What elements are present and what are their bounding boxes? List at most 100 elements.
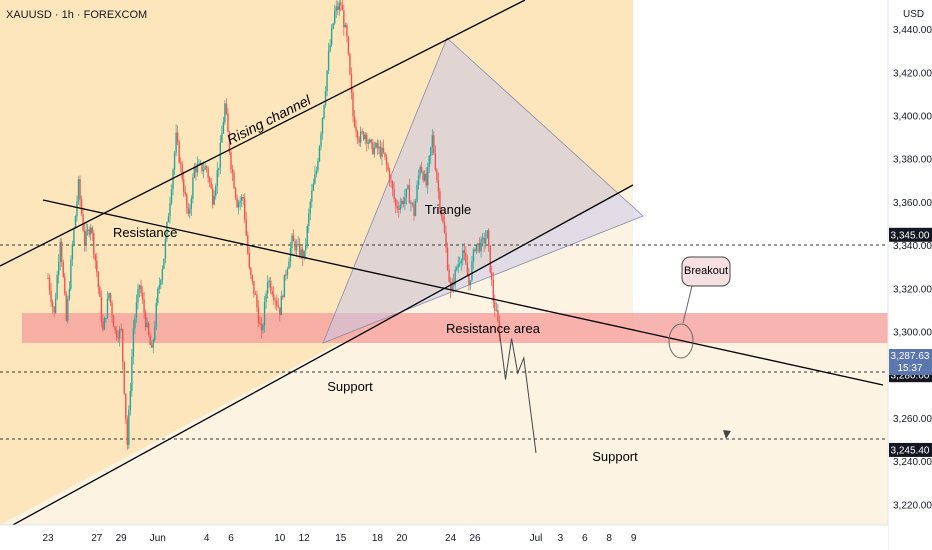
candle-body (445, 232, 447, 248)
candle-body (219, 142, 222, 168)
current-price-badge (889, 349, 932, 375)
candle-body (486, 230, 488, 239)
candle-body (271, 290, 273, 295)
candle-body (184, 191, 186, 195)
candle-body (268, 280, 270, 283)
candle-body (488, 230, 490, 246)
candle-body (459, 263, 461, 265)
candle-body (86, 229, 89, 231)
candle-body (102, 321, 104, 330)
candle-body (308, 213, 310, 227)
candle-body (172, 169, 174, 190)
candle-body (430, 147, 432, 156)
candle-body (335, 6, 337, 11)
candle-body (230, 152, 232, 170)
candle-body (492, 279, 494, 302)
candle-body (103, 317, 106, 330)
candle-body (94, 254, 96, 261)
price-level-badges: 3,345.00 3,280.00 3,245.40 (889, 227, 932, 457)
candle-body (83, 230, 86, 245)
candle-body (477, 243, 479, 246)
time-tick-label: 10 (274, 533, 286, 544)
candle-body (236, 197, 238, 208)
candle-body (283, 274, 286, 298)
candle-body (105, 317, 107, 319)
candle-body (234, 188, 237, 198)
candle-body (179, 162, 182, 164)
candle-body (274, 299, 276, 301)
candle-body (144, 312, 147, 328)
time-tick-label: 27 (91, 533, 103, 544)
candle-body (77, 179, 80, 202)
candle-body (218, 167, 220, 170)
candle-body (181, 163, 183, 180)
candle-body (472, 249, 475, 262)
candle-body (251, 275, 254, 282)
candle-body (143, 299, 145, 313)
triangle-label: Triangle (425, 202, 471, 217)
candle-body (404, 197, 406, 204)
candle-body (369, 139, 371, 143)
breakout-circle (668, 323, 694, 359)
candle-body (382, 147, 385, 153)
candle-body (256, 294, 258, 308)
candle-body (61, 241, 63, 263)
candle-body (327, 51, 330, 71)
candle-body (311, 191, 313, 202)
candle-body (446, 247, 449, 271)
candle-body (471, 261, 473, 281)
level-badge (889, 442, 932, 457)
candle-body (260, 323, 263, 331)
candle-body (187, 207, 189, 214)
candle-body (190, 198, 193, 209)
candle-body (213, 195, 215, 205)
candle-body (118, 328, 121, 339)
candle-body (356, 131, 359, 139)
candle-body (434, 153, 437, 170)
candle-body (481, 237, 484, 240)
candle-body (106, 298, 109, 318)
candle-body (497, 310, 499, 321)
time-tick-label: Jul (530, 533, 543, 544)
candle-body (414, 200, 417, 216)
time-tick-label: 12 (299, 533, 311, 544)
projection-arrowhead (723, 430, 731, 439)
candle-body (439, 191, 441, 209)
candle-body (489, 245, 491, 273)
candlestick-series (47, 0, 501, 450)
candle-body (154, 326, 156, 340)
candle-body (178, 141, 180, 163)
price-axis-panel[interactable] (888, 0, 932, 550)
candle-body (381, 147, 383, 157)
time-axis-panel[interactable] (0, 525, 888, 550)
candle-body (366, 134, 368, 144)
candle-body (170, 189, 173, 203)
candle-body (149, 335, 151, 346)
candle-body (193, 166, 196, 178)
candle-body (195, 166, 197, 173)
candle-body (298, 243, 301, 256)
candle-body (475, 245, 478, 252)
candle-body (343, 10, 345, 28)
candle-body (79, 179, 81, 200)
candle-body (437, 180, 440, 192)
candle-body (323, 105, 325, 119)
candle-body (321, 118, 324, 134)
candle-body (301, 249, 304, 259)
candle-body (341, 5, 344, 11)
candle-body (96, 260, 98, 273)
candle-body (362, 132, 365, 140)
candle-body (376, 142, 379, 149)
candle-body (483, 237, 485, 244)
candle-body (164, 238, 167, 259)
candle-body (134, 317, 136, 329)
candle-body (50, 290, 52, 302)
breakout-label: Breakout (684, 265, 728, 277)
candle-body (254, 293, 257, 295)
candle-body (158, 285, 161, 289)
candle-body (494, 301, 496, 311)
candle-body (329, 44, 331, 52)
resistance-label: Resistance (113, 225, 177, 240)
candle-body (140, 285, 142, 293)
